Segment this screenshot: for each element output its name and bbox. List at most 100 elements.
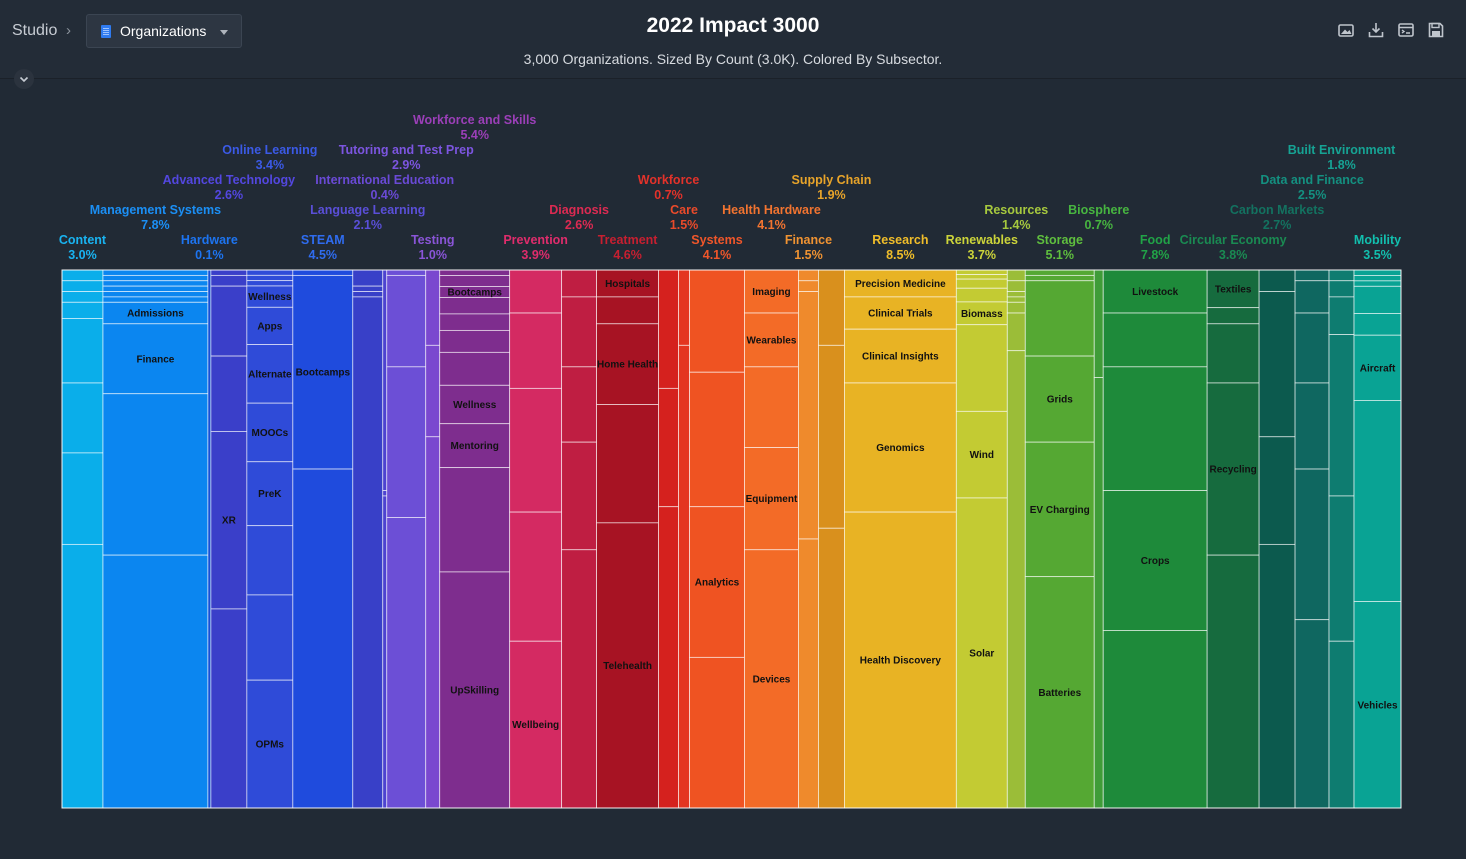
- treemap-cell[interactable]: [439, 329, 511, 353]
- treemap-cell[interactable]: [818, 527, 845, 809]
- treemap-cell[interactable]: [1206, 382, 1260, 556]
- save-icon[interactable]: [1427, 21, 1445, 39]
- treemap-cell[interactable]: [1353, 275, 1402, 282]
- treemap-cell[interactable]: [352, 296, 384, 809]
- treemap-cell[interactable]: [102, 269, 209, 276]
- treemap-cell[interactable]: [61, 382, 104, 454]
- treemap-cell[interactable]: [210, 355, 248, 432]
- treemap-cell[interactable]: [1102, 366, 1208, 491]
- treemap-cell[interactable]: [1328, 334, 1355, 497]
- treemap-cell[interactable]: [596, 296, 659, 325]
- treemap-cell[interactable]: [102, 296, 209, 303]
- treemap-cell[interactable]: [352, 285, 384, 292]
- treemap-cell[interactable]: [61, 318, 104, 384]
- treemap-cell[interactable]: [102, 554, 209, 809]
- download-icon[interactable]: [1367, 21, 1385, 39]
- treemap-cell[interactable]: [1006, 312, 1026, 352]
- treemap-cell[interactable]: [678, 269, 690, 346]
- treemap-cell[interactable]: [1353, 269, 1402, 276]
- treemap-cell[interactable]: [1024, 441, 1095, 578]
- image-export-icon[interactable]: [1337, 21, 1355, 39]
- treemap-group-storage[interactable]: Grids EV Charging Batteries: [1024, 269, 1095, 809]
- treemap-cell[interactable]: [210, 274, 248, 287]
- treemap-cell[interactable]: [210, 608, 248, 809]
- treemap-group-advanced-technology[interactable]: XR: [210, 269, 248, 809]
- treemap-cell[interactable]: [658, 506, 679, 809]
- treemap-cell[interactable]: [386, 274, 427, 368]
- treemap-cell[interactable]: [1024, 280, 1095, 357]
- treemap-cell[interactable]: [509, 387, 563, 513]
- treemap-cell[interactable]: [425, 344, 441, 438]
- treemap-cell[interactable]: [1294, 468, 1330, 621]
- treemap-cell[interactable]: [561, 441, 598, 551]
- treemap-group-hardware[interactable]: [207, 269, 212, 809]
- treemap-cell[interactable]: [292, 274, 354, 470]
- treemap-group-health-hardware[interactable]: Imaging Wearables Equipment Devices: [744, 269, 799, 809]
- treemap-cell[interactable]: [561, 366, 598, 443]
- treemap-cell[interactable]: [382, 495, 388, 809]
- treemap-cell[interactable]: [798, 280, 819, 292]
- treemap-cell[interactable]: [798, 538, 819, 809]
- treemap-cell[interactable]: [425, 269, 441, 346]
- treemap-cell[interactable]: [439, 313, 511, 331]
- treemap-cell[interactable]: [689, 506, 745, 658]
- treemap-group-food[interactable]: Livestock Crops: [1102, 269, 1208, 809]
- treemap-cell[interactable]: [744, 269, 799, 314]
- treemap-group-systems[interactable]: Analytics: [689, 269, 745, 809]
- treemap-cell[interactable]: [1294, 280, 1330, 314]
- treemap-group-treatment[interactable]: Hospitals Home Health Telehealth: [596, 269, 659, 809]
- treemap-cell[interactable]: [246, 525, 294, 596]
- treemap-group-mobility[interactable]: Aircraft Vehicles: [1353, 269, 1402, 809]
- treemap-cell[interactable]: [509, 269, 563, 314]
- treemap-cell[interactable]: [678, 344, 690, 809]
- treemap-cell[interactable]: [246, 306, 294, 345]
- treemap-cell[interactable]: [561, 549, 598, 809]
- treemap-cell[interactable]: [386, 366, 427, 518]
- treemap-cell[interactable]: [102, 280, 209, 287]
- treemap-cell[interactable]: [61, 291, 104, 303]
- treemap-cell[interactable]: [689, 269, 745, 373]
- embed-icon[interactable]: [1397, 21, 1415, 39]
- treemap-group-care[interactable]: [678, 269, 690, 809]
- treemap-cell[interactable]: [1328, 269, 1355, 282]
- treemap-cell[interactable]: [1353, 334, 1402, 401]
- treemap-cell[interactable]: [1353, 285, 1402, 314]
- treemap-cell[interactable]: [1353, 400, 1402, 602]
- treemap-cell[interactable]: [246, 344, 294, 404]
- treemap-cell[interactable]: [246, 594, 294, 681]
- treemap-cell[interactable]: [955, 274, 1008, 280]
- treemap-cell[interactable]: [955, 324, 1008, 412]
- treemap-cell[interactable]: [1206, 323, 1260, 384]
- treemap-cell[interactable]: [658, 387, 679, 508]
- treemap-cell[interactable]: [1258, 291, 1296, 438]
- treemap-cell[interactable]: [352, 291, 384, 298]
- treemap-group-finance[interactable]: [798, 269, 819, 809]
- treemap-cell[interactable]: [292, 269, 354, 276]
- treemap-cell[interactable]: [798, 291, 819, 540]
- treemap-cell[interactable]: [1353, 280, 1402, 287]
- treemap-cell[interactable]: [818, 344, 845, 529]
- treemap-cell[interactable]: [1102, 630, 1208, 809]
- treemap-cell[interactable]: [689, 371, 745, 508]
- treemap-cell[interactable]: [596, 522, 659, 809]
- treemap-cell[interactable]: [246, 461, 294, 527]
- treemap-group-language-learning[interactable]: [352, 269, 384, 809]
- treemap-group-international-education[interactable]: [382, 269, 388, 809]
- treemap-cell[interactable]: [744, 549, 799, 809]
- treemap-cell[interactable]: [1328, 280, 1355, 298]
- treemap-cell[interactable]: [246, 402, 294, 463]
- treemap-cell[interactable]: [382, 269, 388, 491]
- treemap-cell[interactable]: [1328, 296, 1355, 335]
- treemap-cell[interactable]: [1294, 269, 1330, 282]
- treemap-cell[interactable]: [246, 269, 294, 276]
- breadcrumb-studio[interactable]: Studio: [12, 22, 58, 39]
- treemap-cell[interactable]: [439, 297, 511, 315]
- treemap-cell[interactable]: [61, 301, 104, 319]
- treemap-cell[interactable]: [1024, 269, 1095, 276]
- treemap-cell[interactable]: [210, 285, 248, 357]
- treemap-group-carbon-markets[interactable]: [1258, 269, 1296, 809]
- treemap-group-built-environment[interactable]: [1328, 269, 1355, 809]
- treemap-cell[interactable]: [61, 280, 104, 292]
- treemap-group-circular-economy[interactable]: Textiles Recycling: [1206, 269, 1260, 809]
- treemap-cell[interactable]: [844, 328, 957, 384]
